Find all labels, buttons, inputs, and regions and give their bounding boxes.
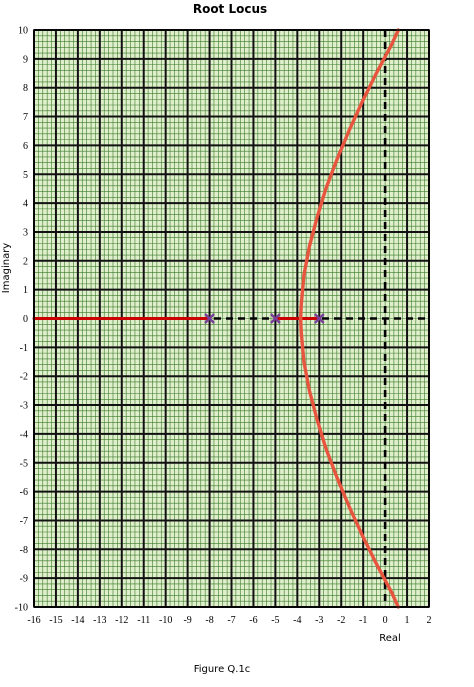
pole-marker-stroke [204, 313, 215, 324]
x-tick-label: -16 [27, 615, 40, 626]
y-tick-label: 1 [23, 285, 28, 296]
pole-marker-stroke [270, 313, 281, 324]
y-tick-label: -3 [20, 401, 28, 412]
y-tick-label: -1 [20, 343, 28, 354]
y-tick-label: -9 [20, 574, 28, 585]
y-tick-label: 4 [23, 199, 28, 210]
x-tick-label: -4 [293, 615, 301, 626]
chart-title: Root Locus [193, 2, 267, 16]
x-tick-label: -14 [71, 615, 84, 626]
x-tick-label: -11 [137, 615, 150, 626]
y-tick-label: 10 [18, 26, 28, 37]
pole-marker [270, 313, 281, 324]
pole-marker-stroke [313, 313, 325, 324]
x-tick-label: -3 [315, 615, 323, 626]
x-tick-label: -2 [337, 615, 345, 626]
y-tick-label: 9 [23, 54, 28, 65]
x-axis-label: Real [379, 633, 401, 644]
y-tick-label: 0 [23, 314, 28, 325]
figure-caption: Figure Q.1c [194, 664, 251, 675]
locus-series-2 [298, 28, 400, 321]
x-tick-label: -6 [249, 615, 257, 626]
x-tick-label: -13 [93, 615, 106, 626]
y-tick-label: -8 [20, 545, 28, 556]
y-tick-label: 6 [23, 141, 28, 152]
pole-marker [204, 313, 215, 324]
x-tick-label: -15 [49, 615, 62, 626]
y-tick-label: 3 [23, 227, 28, 238]
x-tick-label: -10 [159, 615, 172, 626]
y-tick-label: 5 [23, 170, 28, 181]
y-tick-label: -2 [20, 372, 28, 383]
y-tick-label: -6 [20, 487, 28, 498]
x-tick-label: 1 [405, 615, 410, 626]
y-tick-label: -7 [20, 516, 28, 527]
x-tick-label: 2 [427, 615, 432, 626]
y-tick-label: 7 [23, 112, 28, 123]
y-tick-label: 2 [23, 256, 28, 267]
x-tick-label: -8 [205, 615, 213, 626]
locus-series-3 [298, 316, 400, 609]
tick-labels: -16 -15 -14 -13 -12 -11 -10 -9 -8 -7 -6 -5 -4 -3 -2 -1 0… [15, 26, 432, 627]
x-tick-label: -5 [271, 615, 279, 626]
y-tick-label: 8 [23, 83, 28, 94]
x-tick-label: -9 [183, 615, 191, 626]
x-tick-label: 0 [383, 615, 388, 626]
pole-marker [313, 313, 325, 324]
x-tick-label: -1 [359, 615, 367, 626]
y-tick-label: -4 [20, 429, 28, 440]
y-axis-label: Imaginary [1, 243, 12, 294]
y-tick-label: -10 [15, 603, 28, 614]
plot-area [32, 28, 430, 609]
y-tick-label: -5 [20, 458, 28, 469]
plot-frame [33, 29, 430, 608]
x-tick-label: -12 [115, 615, 128, 626]
x-tick-label: -7 [227, 615, 235, 626]
